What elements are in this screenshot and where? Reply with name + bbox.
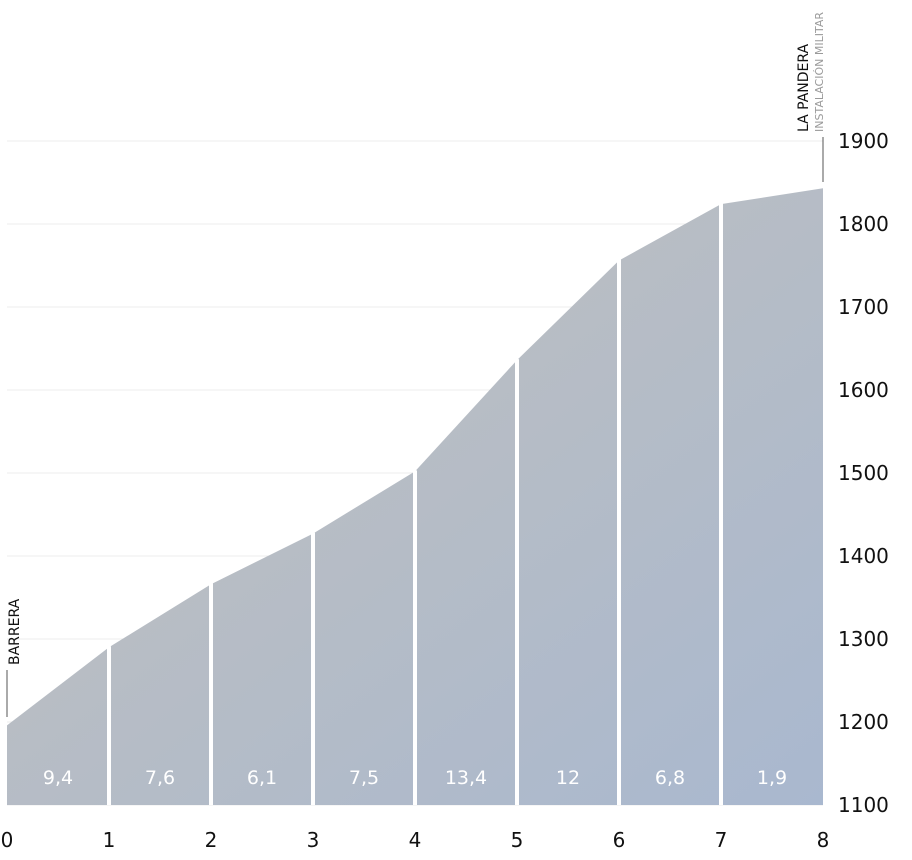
x-tick-label: 7 (715, 828, 728, 852)
x-tick-label: 6 (613, 828, 626, 852)
segment-grade-label: 7,5 (349, 767, 379, 789)
segment-grade-label: 7,6 (145, 767, 175, 789)
x-tick-label: 8 (817, 828, 830, 852)
segment-grade-label: 13,4 (445, 767, 487, 789)
y-tick-label: 1500 (838, 461, 889, 485)
segment-grade-label: 1,9 (757, 767, 787, 789)
x-tick-label: 1 (103, 828, 116, 852)
segment-grade-label: 6,1 (247, 767, 277, 789)
x-tick-label: 3 (307, 828, 320, 852)
y-tick-label: 1700 (838, 295, 889, 319)
y-axis-ticks: 1100 1200 1300 1400 1500 1600 1700 1800 1900 (838, 129, 889, 817)
y-tick-label: 1200 (838, 710, 889, 734)
y-tick-label: 1100 (838, 793, 889, 817)
segment-grade-label: 12 (556, 767, 580, 789)
x-tick-label: 4 (409, 828, 422, 852)
y-tick-label: 1800 (838, 212, 889, 236)
y-tick-label: 1400 (838, 544, 889, 568)
start-label: BARRERA (7, 598, 23, 665)
end-sublabel: INSTALACIÓN MILITAR (813, 12, 826, 132)
route-markers: BARRERA LA PANDERA INSTALACIÓN MILITAR (6, 12, 826, 717)
segment-grade-label: 6,8 (655, 767, 685, 789)
x-tick-label: 0 (1, 828, 14, 852)
y-tick-label: 1300 (838, 627, 889, 651)
segment-separators (107, 203, 723, 805)
y-tick-label: 1600 (838, 378, 889, 402)
x-tick-label: 2 (205, 828, 218, 852)
x-axis-ticks: 0 1 2 3 4 5 6 7 8 (1, 828, 830, 852)
segment-grade-label: 9,4 (43, 767, 73, 789)
y-tick-label: 1900 (838, 129, 889, 153)
x-tick-label: 5 (511, 828, 524, 852)
segment-grade-labels: 9,4 7,6 6,1 7,5 13,4 12 6,8 1,9 (43, 767, 787, 789)
end-label: LA PANDERA (796, 43, 812, 132)
